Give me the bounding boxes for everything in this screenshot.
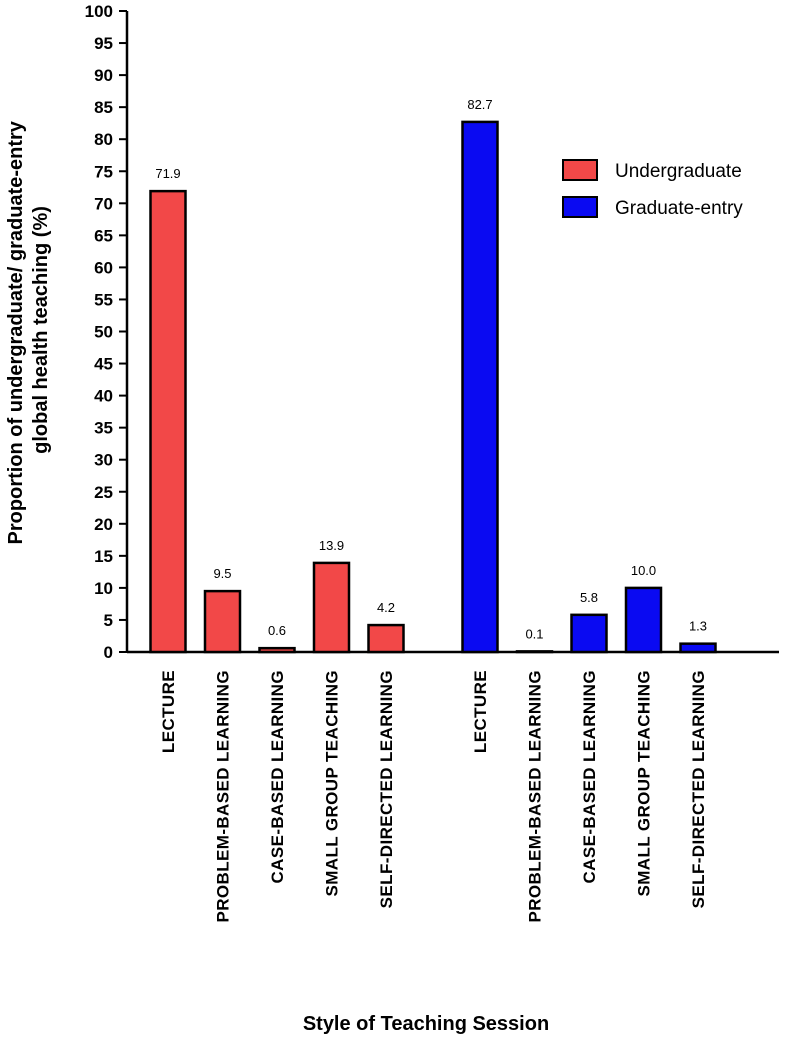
y-tick-label: 20 — [94, 515, 113, 534]
x-tick-label: LECTURE — [159, 670, 178, 753]
y-tick-label: 80 — [94, 130, 113, 149]
legend: Undergraduate Graduate-entry — [562, 159, 743, 219]
legend-label-graduate-entry: Graduate-entry — [615, 198, 743, 219]
y-tick-label: 35 — [94, 419, 113, 438]
data-label: 82.7 — [467, 97, 492, 112]
y-tick-label: 40 — [94, 387, 113, 406]
x-tick-label: SMALL GROUP TEACHING — [323, 670, 342, 897]
x-tick-label: PROBLEM-BASED LEARNING — [214, 670, 233, 922]
y-tick-label: 60 — [94, 258, 113, 277]
y-tick-label: 100 — [85, 2, 113, 21]
data-label: 5.8 — [580, 590, 598, 605]
y-tick-label: 85 — [94, 98, 113, 117]
legend-label-undergraduate: Undergraduate — [615, 161, 742, 182]
legend-swatch-graduate-entry — [562, 196, 598, 218]
y-tick-label: 45 — [94, 355, 113, 374]
x-tick-label: SMALL GROUP TEACHING — [635, 670, 654, 897]
y-tick-label: 30 — [94, 451, 113, 470]
data-label: 9.5 — [213, 566, 231, 581]
data-label: 1.3 — [689, 619, 707, 634]
bar-undergraduate-5 — [367, 623, 405, 654]
bar-graduate-entry-3 — [570, 613, 608, 654]
data-label: 0.1 — [525, 626, 543, 641]
data-label: 0.6 — [268, 623, 286, 638]
x-tick-label: SELF-DIRECTED LEARNING — [377, 670, 396, 908]
bars — [149, 120, 717, 654]
bar-graduate-entry-1 — [461, 120, 499, 654]
y-tick-label: 15 — [94, 547, 113, 566]
bar-graduate-entry-5 — [679, 642, 717, 654]
x-tick-label: LECTURE — [471, 670, 490, 753]
bar-undergraduate-3 — [258, 646, 296, 654]
y-tick-label: 65 — [94, 226, 113, 245]
data-labels: 71.9 9.5 0.6 13.9 4.2 82.7 0.1 5.8 10.0 1.3 — [155, 97, 707, 641]
y-axis-title: Proportion of undergraduate/ graduate-en… — [5, 116, 52, 545]
y-tick-label: 95 — [94, 34, 113, 53]
y-tick-label: 10 — [94, 579, 113, 598]
legend-swatch-undergraduate — [562, 159, 598, 181]
x-axis-title: Style of Teaching Session — [303, 1013, 549, 1035]
data-label: 13.9 — [319, 538, 344, 553]
data-label: 4.2 — [377, 600, 395, 615]
bar-graduate-entry-4 — [624, 586, 663, 654]
y-tick-label: 25 — [94, 483, 113, 502]
bar-undergraduate-2 — [203, 589, 242, 654]
x-tick-label: SELF-DIRECTED LEARNING — [689, 670, 708, 908]
x-tick-label: CASE-BASED LEARNING — [580, 670, 599, 884]
data-label: 10.0 — [631, 563, 656, 578]
y-tick-label: 55 — [94, 290, 113, 309]
x-tick-labels: LECTURE PROBLEM-BASED LEARNING CASE-BASED … — [159, 670, 708, 922]
bar-undergraduate-4 — [312, 561, 351, 654]
y-axis: 0 5 10 15 20 25 30 35 40 45 50 55 60 65 70 75 80 85 90 95 10… — [85, 2, 129, 662]
y-axis-title-line-2: global health teaching (%) — [30, 206, 52, 454]
y-tick-label: 75 — [94, 162, 113, 181]
y-tick-label: 70 — [94, 194, 113, 213]
bar-graduate-entry-2 — [515, 650, 554, 654]
x-tick-label: CASE-BASED LEARNING — [268, 670, 287, 884]
y-axis-title-line-1: Proportion of undergraduate/ graduate-en… — [5, 120, 27, 544]
bar-undergraduate-1 — [149, 189, 187, 654]
y-tick-label: 0 — [104, 643, 113, 662]
y-tick-label: 90 — [94, 66, 113, 85]
data-label: 71.9 — [155, 166, 180, 181]
y-tick-label: 5 — [104, 611, 113, 630]
x-tick-label: PROBLEM-BASED LEARNING — [526, 670, 545, 922]
y-tick-label: 50 — [94, 323, 113, 342]
